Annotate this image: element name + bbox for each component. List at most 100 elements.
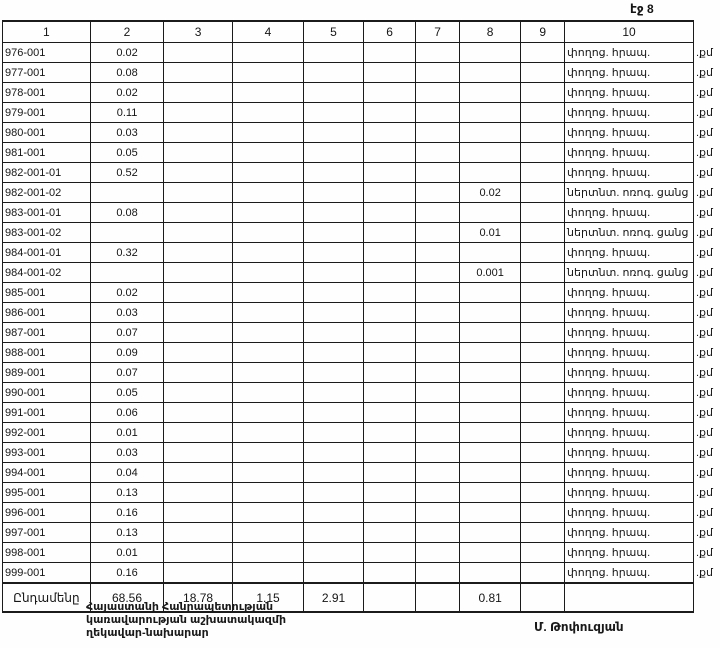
row-id-cell: 979-001 [2,102,91,123]
table-row: 984-001-01 0.32 փողոց. հրապ. .քմ [2,242,720,263]
value-cell [163,502,233,523]
unit-note: .քմ [695,67,714,79]
value-cell [362,382,417,403]
value-cell [458,482,522,503]
value-cell [231,502,305,523]
asset-type-cell: փողոց. հրապ. [564,102,694,123]
value-cell [303,202,364,223]
row-id-cell: 997-001 [2,522,91,543]
value-cell [231,402,305,423]
value-cell: 0.02 [89,42,165,63]
totals-value-cell: 1.15 [231,582,305,613]
value-cell [89,222,165,243]
value-cell [231,302,305,323]
value-cell [415,422,460,443]
value-cell [231,62,305,83]
value-cell [231,102,305,123]
value-cell [458,562,522,584]
value-cell [362,122,417,143]
unit-note: .քմ [695,347,714,359]
value-cell [303,462,364,483]
value-cell [231,282,305,303]
value-cell [303,502,364,523]
value-cell [163,382,233,403]
value-cell: 0.02 [458,182,522,203]
value-cell [231,562,305,584]
asset-type-cell: փողոց. հրապ. [564,342,694,363]
value-cell [163,42,233,63]
value-cell [303,362,364,383]
value-cell [520,522,566,543]
value-cell [362,42,417,63]
value-cell [362,522,417,543]
header-cell-2: 2 [89,20,165,43]
value-cell [520,42,566,63]
value-cell [303,102,364,123]
value-cell [231,242,305,263]
row-id-cell: 984-001-01 [2,242,91,263]
asset-type-cell: փողոց. հրապ. [564,522,694,543]
value-cell: 0.11 [89,102,165,123]
value-cell [163,342,233,363]
value-cell [458,62,522,83]
header-row: 1 2 3 4 5 6 7 8 9 10 [2,20,720,43]
value-cell [303,322,364,343]
value-cell [520,282,566,303]
value-cell [458,502,522,523]
asset-type-cell: փողոց. հրապ. [564,162,694,183]
value-cell [163,262,233,283]
value-cell [231,382,305,403]
value-cell [362,222,417,243]
value-cell: 0.01 [458,222,522,243]
asset-table: 1 2 3 4 5 6 7 8 9 10 976-001 0.02 փողոց. հրապ. .քմ 977… [2,20,720,613]
value-cell [163,182,233,203]
value-cell [362,102,417,123]
value-cell [415,522,460,543]
table-row: 997-001 0.13 փողոց. հրապ. .քմ [2,522,720,543]
value-cell [163,422,233,443]
value-cell: 0.03 [89,122,165,143]
table-row: 995-001 0.13 փողոց. հրապ. .քմ [2,482,720,503]
table-row: 976-001 0.02 փողոց. հրապ. .քմ [2,42,720,63]
row-id-cell: 990-001 [2,382,91,403]
value-cell [362,322,417,343]
value-cell [231,422,305,443]
asset-type-cell: փողոց. հրապ. [564,62,694,83]
value-cell [163,442,233,463]
unit-note: .քմ [695,327,714,339]
row-id-cell: 985-001 [2,282,91,303]
value-cell: 0.08 [89,62,165,83]
row-id-cell: 981-001 [2,142,91,163]
value-cell [520,242,566,263]
value-cell [415,562,460,584]
value-cell [362,262,417,283]
value-cell [520,262,566,283]
value-cell [231,82,305,103]
table-row: 984-001-02 0.001 ներտնտ. ոռոգ. ցանց .քմ [2,262,720,283]
row-id-cell: 983-001-01 [2,202,91,223]
value-cell [163,242,233,263]
asset-type-cell: փողոց. հրապ. [564,122,694,143]
row-id-cell: 998-001 [2,542,91,563]
value-cell [458,422,522,443]
signature-name: Մ. Թոփուզյան [534,620,624,634]
value-cell [520,122,566,143]
value-cell [303,302,364,323]
value-cell [163,62,233,83]
row-id-cell: 982-001-01 [2,162,91,183]
value-cell [458,162,522,183]
totals-value-cell [415,582,460,613]
header-cell-7: 7 [415,20,460,43]
value-cell [415,282,460,303]
value-cell: 0.13 [89,522,165,543]
asset-type-cell: փողոց. հրապ. [564,362,694,383]
table-row: 998-001 0.01 փողոց. հրապ. .քմ [2,542,720,563]
value-cell: 0.13 [89,482,165,503]
table-row: 985-001 0.02 փողոց. հրապ. .քմ [2,282,720,303]
value-cell [415,82,460,103]
unit-note: .քմ [695,427,714,439]
asset-type-cell: փողոց. հրապ. [564,402,694,423]
value-cell [520,202,566,223]
value-cell [520,82,566,103]
value-cell [415,482,460,503]
